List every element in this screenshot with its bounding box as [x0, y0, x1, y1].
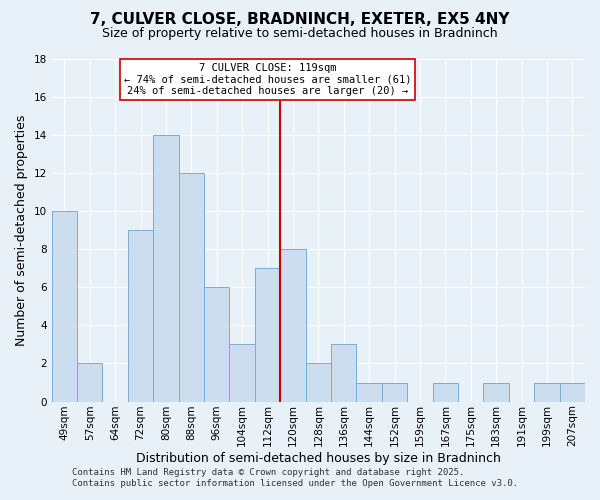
Bar — [484, 382, 509, 402]
Bar — [560, 382, 585, 402]
Bar — [433, 382, 458, 402]
Bar — [305, 364, 331, 402]
Bar — [331, 344, 356, 402]
Bar — [179, 173, 204, 402]
Bar — [356, 382, 382, 402]
Bar — [128, 230, 153, 402]
Bar — [534, 382, 560, 402]
Text: Contains HM Land Registry data © Crown copyright and database right 2025.
Contai: Contains HM Land Registry data © Crown c… — [72, 468, 518, 487]
Bar — [229, 344, 255, 402]
Text: 7 CULVER CLOSE: 119sqm
← 74% of semi-detached houses are smaller (61)
24% of sem: 7 CULVER CLOSE: 119sqm ← 74% of semi-det… — [124, 63, 411, 96]
X-axis label: Distribution of semi-detached houses by size in Bradninch: Distribution of semi-detached houses by … — [136, 452, 501, 465]
Y-axis label: Number of semi-detached properties: Number of semi-detached properties — [15, 114, 28, 346]
Bar — [255, 268, 280, 402]
Bar — [382, 382, 407, 402]
Bar — [77, 364, 103, 402]
Bar — [204, 288, 229, 402]
Bar — [153, 135, 179, 402]
Bar — [280, 250, 305, 402]
Text: Size of property relative to semi-detached houses in Bradninch: Size of property relative to semi-detach… — [102, 28, 498, 40]
Text: 7, CULVER CLOSE, BRADNINCH, EXETER, EX5 4NY: 7, CULVER CLOSE, BRADNINCH, EXETER, EX5 … — [90, 12, 510, 28]
Bar — [52, 211, 77, 402]
